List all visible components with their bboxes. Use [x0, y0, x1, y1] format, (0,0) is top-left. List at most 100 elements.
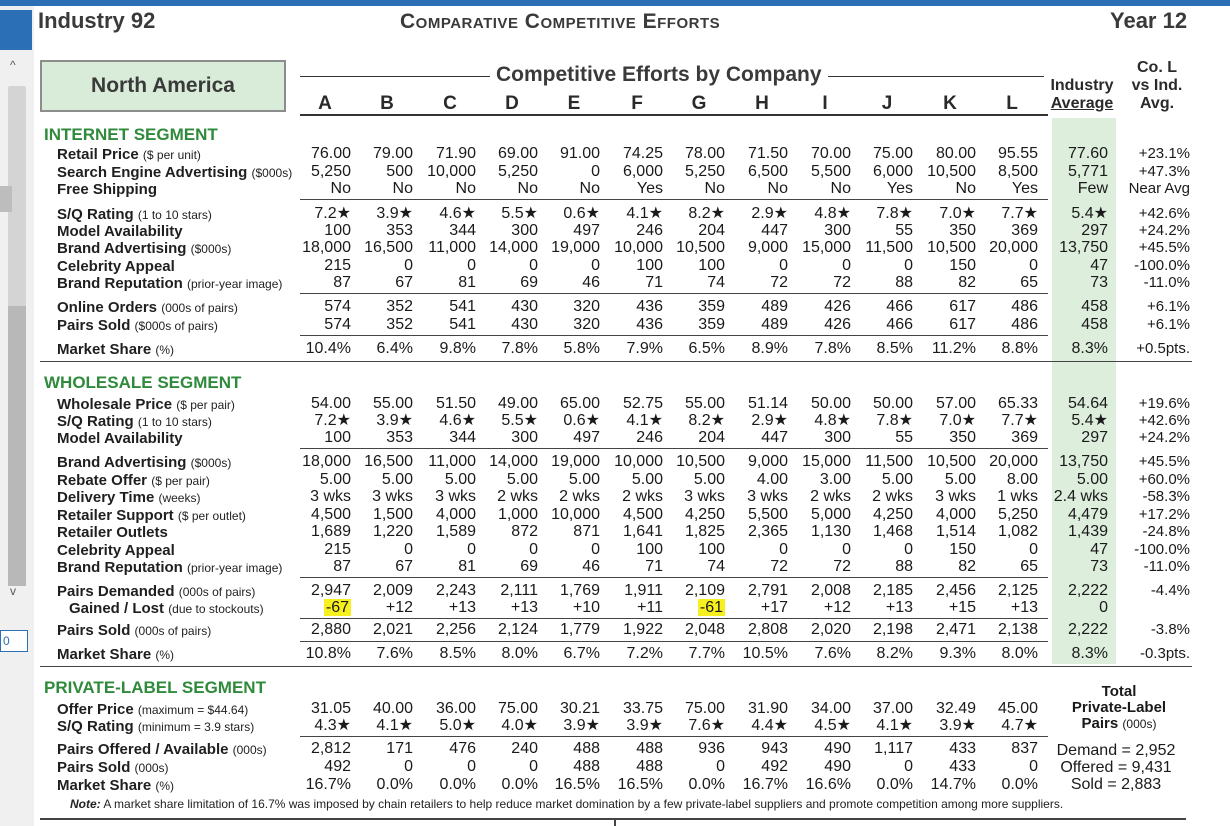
value-cell: 10,000: [614, 453, 663, 470]
value-cell: 541: [449, 316, 476, 333]
value-cell: 2 wks: [622, 488, 663, 505]
value-cell: 369: [1011, 222, 1038, 239]
value-cell: 359: [698, 316, 725, 333]
value-cell: 57.00: [935, 395, 976, 412]
vs-average-cell: -11.0%: [1143, 274, 1190, 291]
value-cell: 0: [716, 758, 725, 775]
top-accent-bar: [0, 0, 1230, 6]
value-cell: +13: [1010, 599, 1038, 616]
value-cell: 87: [333, 274, 351, 291]
bottom-tick: [614, 818, 616, 826]
row-divider: [300, 448, 1048, 449]
value-cell: 81: [458, 274, 476, 291]
value-cell: 447: [761, 222, 788, 239]
value-cell: 4,500: [310, 506, 351, 523]
value-cell: 466: [886, 298, 913, 315]
value-cell: 7.2★: [314, 205, 351, 222]
value-cell: 617: [949, 316, 976, 333]
value-cell: 490: [824, 740, 851, 757]
vs-average-cell: -4.4%: [1150, 582, 1190, 599]
value-cell: 4.00: [756, 471, 788, 488]
value-cell: 75.00: [872, 145, 913, 162]
row-label: Brand Reputation (prior-year image): [57, 559, 282, 576]
value-cell: 100: [698, 541, 725, 558]
value-cell: No: [392, 180, 413, 197]
industry-average-cell: 73: [1090, 274, 1108, 291]
row-label-unit: ($ per unit): [142, 148, 201, 162]
row-label-unit: ($000s): [190, 456, 232, 470]
report-title: Comparative Competitive Efforts: [400, 10, 721, 33]
value-cell: 79.00: [372, 145, 413, 162]
value-cell: 5.00: [568, 471, 600, 488]
row-divider: [300, 335, 1048, 336]
left-panel-scrollbar[interactable]: ^ v 0: [0, 6, 34, 826]
row-label: Brand Advertising ($000s): [57, 454, 231, 471]
value-cell: 88: [895, 558, 913, 575]
value-cell: 0: [904, 257, 913, 274]
value-cell: 2,185: [872, 582, 913, 599]
value-cell: 497: [573, 429, 600, 446]
vs-average-cell: +19.6%: [1138, 395, 1190, 412]
total-title-3-text: Pairs: [1081, 715, 1119, 732]
value-cell: 2,791: [747, 582, 788, 599]
left-panel-input[interactable]: 0: [0, 630, 28, 652]
value-cell: 246: [636, 222, 663, 239]
value-cell: 4.7★: [1001, 717, 1038, 734]
vs-average-cell: +6.1%: [1147, 298, 1190, 315]
total-offered: Offered = 9,431: [1060, 759, 1172, 776]
scroll-up-arrow-icon[interactable]: ^: [10, 58, 16, 72]
note-label: Note:: [70, 797, 101, 811]
value-cell: 466: [886, 316, 913, 333]
value-cell: 1,220: [372, 523, 413, 540]
vs-average-cell: +45.5%: [1138, 239, 1190, 256]
industry-average-cell: 4,479: [1067, 506, 1108, 523]
value-cell: 45.00: [997, 700, 1038, 717]
value-cell: 91.00: [559, 145, 600, 162]
value-cell: 1,689: [310, 523, 351, 540]
row-label-text: Pairs Demanded: [57, 583, 175, 600]
value-cell: 55.00: [684, 395, 725, 412]
left-panel-tab[interactable]: [0, 10, 32, 50]
scroll-thumb[interactable]: [8, 306, 26, 586]
value-cell: 5,250: [310, 163, 351, 180]
total-demand: Demand = 2,952: [1056, 742, 1176, 759]
value-cell: 353: [386, 429, 413, 446]
value-cell: 488: [636, 740, 663, 757]
scroll-down-arrow-icon[interactable]: v: [10, 584, 16, 598]
value-cell: 150: [949, 541, 976, 558]
value-cell: 55: [895, 222, 913, 239]
value-cell: 0.0%: [688, 776, 725, 793]
row-label-unit: (weeks): [158, 491, 201, 505]
value-cell: 0: [1029, 541, 1038, 558]
value-cell: 2.9★: [751, 412, 788, 429]
value-cell: 3 wks: [435, 488, 476, 505]
value-cell: 10.8%: [305, 645, 351, 662]
value-cell: 1 wks: [997, 488, 1038, 505]
value-cell: 204: [698, 429, 725, 446]
row-label-text: Market Share: [57, 341, 152, 358]
value-cell: 300: [511, 429, 538, 446]
value-cell: 0.0%: [876, 776, 913, 793]
value-cell: 10.4%: [305, 340, 351, 357]
vs-header-line3: Avg.: [1139, 95, 1175, 112]
value-cell: 490: [824, 758, 851, 775]
row-label: Retailer Outlets: [57, 524, 168, 541]
total-title-1: Total: [1101, 683, 1137, 700]
value-cell: 2,471: [935, 621, 976, 638]
value-cell: 7.7★: [1001, 412, 1038, 429]
value-cell: -61: [645, 599, 725, 616]
value-cell: 2,124: [497, 621, 538, 638]
value-cell: 67: [395, 558, 413, 575]
vs-average-cell: -58.3%: [1142, 488, 1190, 505]
row-label-text: Retailer Outlets: [57, 524, 168, 541]
row-label: Celebrity Appeal: [57, 258, 175, 275]
internet-segment-title: INTERNET SEGMENT: [44, 125, 218, 144]
value-cell: 16,500: [364, 239, 413, 256]
value-cell: 78.00: [684, 145, 725, 162]
value-cell: 433: [949, 740, 976, 757]
value-cell: 0: [529, 257, 538, 274]
value-cell: No: [767, 180, 788, 197]
value-cell: 426: [824, 298, 851, 315]
vs-average-cell: +23.1%: [1138, 145, 1190, 162]
value-cell: 1,825: [684, 523, 725, 540]
